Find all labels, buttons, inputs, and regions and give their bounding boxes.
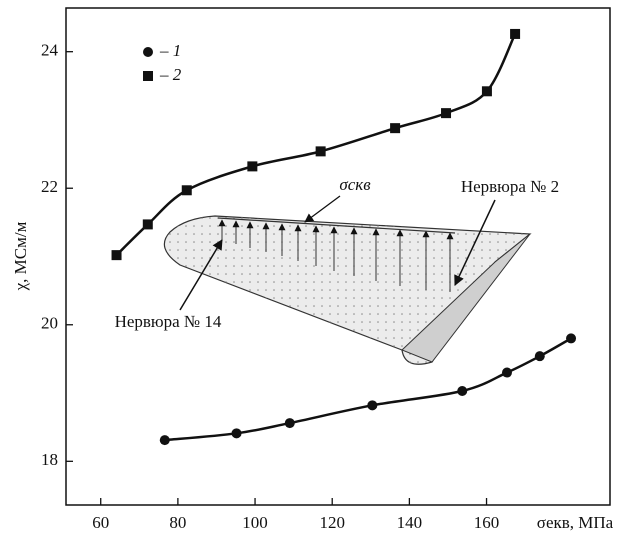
data-point xyxy=(510,28,521,39)
legend-label: – 1 xyxy=(159,41,181,60)
y-tick-label: 22 xyxy=(41,177,58,196)
data-point xyxy=(315,146,326,157)
data-point xyxy=(566,333,577,344)
y-tick-label: 20 xyxy=(41,314,58,333)
data-point xyxy=(501,367,512,378)
data-point xyxy=(457,385,468,396)
y-tick-label: 18 xyxy=(41,450,58,469)
annotation: Нервюра № 2 xyxy=(461,177,559,196)
data-point xyxy=(284,418,295,429)
x-tick-label: 140 xyxy=(397,513,423,532)
x-tick-label: 120 xyxy=(319,513,345,532)
annotation: Нервюра № 14 xyxy=(115,312,222,331)
x-axis-label: σекв, МПа xyxy=(537,513,614,532)
legend-marker xyxy=(143,47,153,57)
data-point xyxy=(534,351,545,362)
data-point xyxy=(390,123,401,134)
y-tick-label: 24 xyxy=(41,41,59,60)
x-tick-label: 80 xyxy=(169,513,186,532)
data-point xyxy=(159,435,170,446)
y-axis-label: χ, МСм/м xyxy=(11,221,30,291)
data-point xyxy=(111,250,122,261)
data-point xyxy=(142,219,153,230)
plot-frame xyxy=(65,7,611,506)
data-point xyxy=(441,108,452,119)
data-point xyxy=(247,161,258,172)
data-point xyxy=(231,428,242,439)
data-point xyxy=(367,400,378,411)
data-point xyxy=(181,185,192,196)
x-tick-label: 60 xyxy=(92,513,109,532)
data-point xyxy=(481,86,492,97)
legend-marker xyxy=(143,71,153,81)
legend-label: – 2 xyxy=(159,65,182,84)
annotation: σскв xyxy=(339,175,371,194)
fit-curve xyxy=(164,337,572,442)
x-tick-label: 160 xyxy=(474,513,500,532)
wing-illustration xyxy=(163,195,532,365)
x-tick-label: 100 xyxy=(242,513,268,532)
